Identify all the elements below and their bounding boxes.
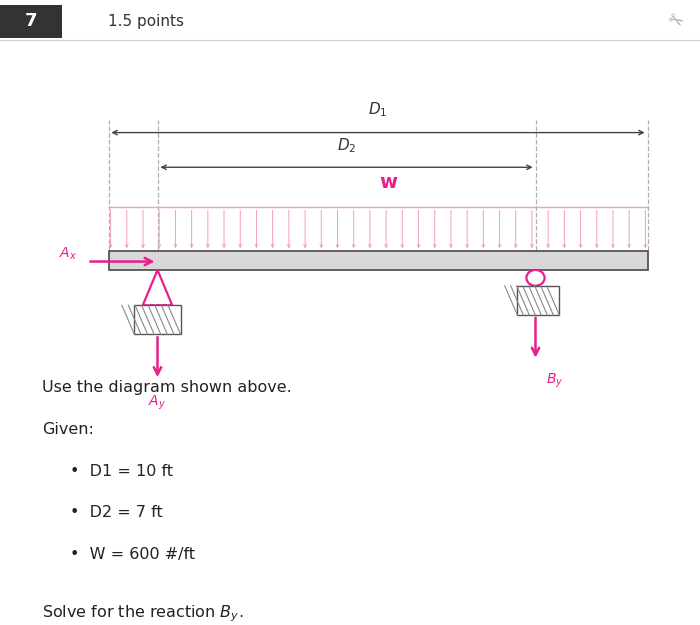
Text: $D_2$: $D_2$: [337, 136, 356, 155]
Text: $A_x$: $A_x$: [59, 246, 77, 262]
Text: $D_1$: $D_1$: [368, 101, 388, 119]
Text: 7: 7: [25, 12, 37, 30]
FancyBboxPatch shape: [0, 5, 62, 38]
Text: •  D2 = 7 ft: • D2 = 7 ft: [70, 506, 162, 521]
FancyBboxPatch shape: [108, 251, 648, 270]
FancyBboxPatch shape: [134, 305, 181, 334]
Text: •  W = 600 #/ft: • W = 600 #/ft: [70, 547, 195, 562]
Polygon shape: [143, 270, 172, 305]
Text: $A_y$: $A_y$: [148, 393, 167, 412]
Text: •  D1 = 10 ft: • D1 = 10 ft: [70, 464, 173, 479]
Text: ✂: ✂: [663, 10, 685, 33]
Text: Given:: Given:: [42, 421, 94, 436]
Circle shape: [526, 270, 545, 286]
Text: Solve for the reaction $B_y$.: Solve for the reaction $B_y$.: [42, 603, 244, 624]
Text: $B_y$: $B_y$: [546, 371, 564, 390]
FancyBboxPatch shape: [517, 286, 559, 315]
Text: Use the diagram shown above.: Use the diagram shown above.: [42, 380, 292, 395]
Text: $\mathbf{w}$: $\mathbf{w}$: [379, 173, 398, 192]
Text: 1.5 points: 1.5 points: [108, 14, 185, 29]
